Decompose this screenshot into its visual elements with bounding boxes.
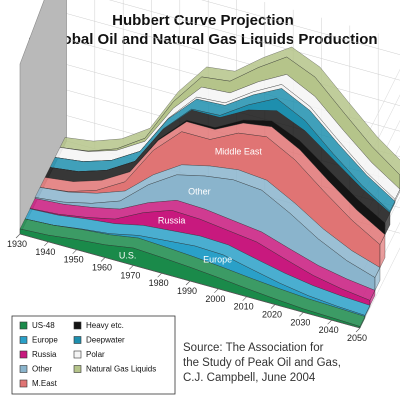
legend-swatch-europe [19, 336, 28, 344]
ribbon-cap-us48 [359, 316, 366, 329]
legend-label-europe: Europe [32, 336, 58, 345]
layer-label-meast: Middle East [215, 146, 263, 156]
legend-label-other: Other [32, 365, 52, 374]
x-tick-label: 1940 [35, 247, 55, 257]
grid-line-value [108, 0, 400, 81]
layer-label-europe: Europe [203, 254, 232, 264]
ribbon-cap-europe [364, 305, 371, 317]
ribbon-cap-heavy [384, 212, 391, 235]
x-tick-mark [157, 272, 162, 278]
ribbon-cap-other [374, 267, 381, 291]
label-layer: U.S. Europe Russia Other Middle East [119, 146, 262, 264]
legend-swatch-deepwater [73, 336, 82, 344]
legend-swatch-heavy [73, 321, 82, 330]
ribbon-cap-deepwater [389, 201, 396, 213]
ribbon-cap-polar [394, 189, 400, 202]
x-tick-label: 2050 [347, 333, 367, 343]
legend-swatch-russia [19, 350, 28, 359]
x-tick-label: 2010 [234, 302, 254, 312]
x-tick-label: 1960 [92, 263, 112, 273]
source-line: the Study of Peak Oil and Gas, [183, 357, 341, 369]
x-tick-mark [299, 312, 304, 317]
legend-swatch-polar [73, 350, 82, 359]
legend-label-ngl: Natural Gas Liquids [86, 365, 156, 374]
legend-label-meast: M.East [32, 379, 58, 388]
x-tick-mark [129, 265, 134, 270]
grid-line-depth [359, 247, 400, 329]
ribbon-cap-russia [369, 290, 376, 306]
ribbon-cap-meast [379, 234, 386, 268]
legend-swatch-us48 [19, 321, 28, 330]
x-tick-mark [72, 249, 77, 254]
legend-swatch-other [19, 365, 28, 373]
legend-label-russia: Russia [32, 350, 57, 359]
x-tick-label: 1980 [149, 278, 169, 288]
source-line: Source: The Association for [183, 342, 324, 354]
x-tick-label: 2030 [290, 317, 310, 327]
x-tick-mark [327, 319, 332, 325]
x-tick-mark [44, 241, 49, 247]
legend-label-deepwater: Deepwater [86, 336, 125, 345]
grid-line-value [66, 13, 400, 106]
legend-swatch-ngl [73, 365, 82, 373]
grid-line-value [201, 0, 400, 55]
layer-label-us48: U.S. [119, 251, 137, 261]
x-tick-label: 1950 [64, 255, 84, 265]
x-tick-mark [355, 327, 361, 333]
chart-title-line-1: Hubbert Curve Projection [112, 12, 294, 29]
axis-layer: 1930 1940 1950 1960 1970 1980 1990 2000 2010 2020… [7, 233, 367, 343]
data-layer [19, 46, 400, 329]
x-tick-label: 2000 [205, 294, 225, 304]
layer-label-other: Other [188, 187, 211, 197]
x-tick-label: 1970 [120, 270, 140, 280]
x-tick-label: 2020 [262, 310, 282, 320]
x-tick-mark [185, 280, 191, 286]
x-tick-label: 2040 [319, 325, 339, 335]
x-tick-label: 1990 [177, 286, 197, 296]
legend: US-48 Europe Russia Other M.East Heavy etc. De… [11, 315, 176, 395]
x-tick-mark [15, 233, 21, 239]
source-line: C.J. Campbell, June 2004 [183, 372, 316, 384]
layer-label-russia: Russia [158, 216, 186, 226]
x-tick-mark [214, 288, 219, 294]
x-tick-mark [270, 304, 276, 309]
x-tick-mark [242, 296, 247, 301]
legend-label-heavy: Heavy etc. [86, 321, 124, 330]
legend-swatch-meast [19, 379, 28, 388]
legend-label-polar: Polar [86, 350, 105, 359]
x-tick-label: 1930 [7, 239, 27, 249]
x-tick-mark [100, 257, 106, 262]
legend-label-us48: US-48 [32, 321, 55, 330]
chart-title-line-2: of Global Oil and Natural Gas Liquids Pr… [28, 31, 377, 48]
source-note: Source: The Association for the Study of … [183, 342, 341, 384]
legend-frame [11, 315, 176, 395]
